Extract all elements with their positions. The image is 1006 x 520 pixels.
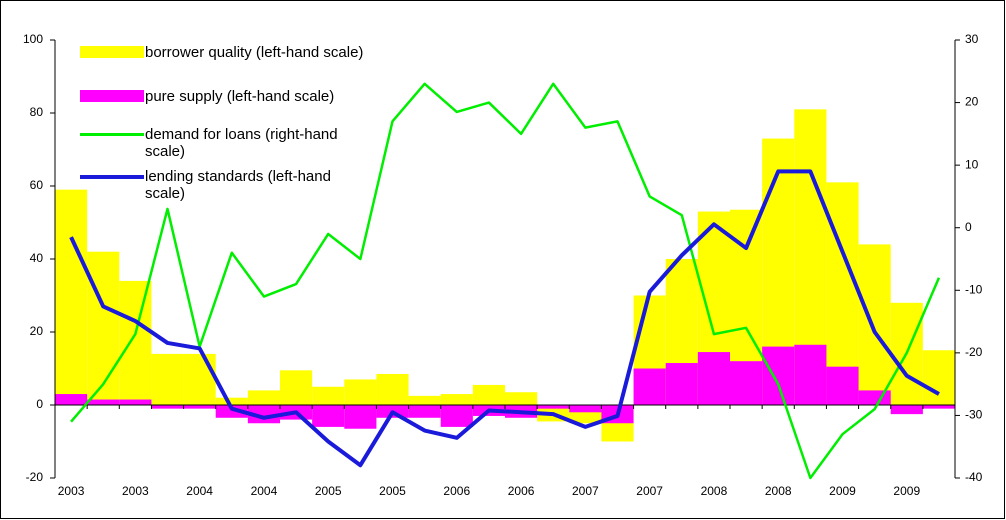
bar	[858, 390, 891, 405]
bar	[247, 390, 280, 405]
legend-label: pure supply (left-hand scale)	[145, 88, 335, 105]
bar	[344, 405, 377, 429]
bar	[922, 350, 955, 405]
y2-tick-label: -30	[965, 408, 983, 422]
line	[69, 169, 940, 468]
bar	[55, 394, 88, 405]
y2-tick-label: 20	[965, 95, 979, 109]
x-tick-label: 2008	[765, 484, 792, 498]
bar	[826, 366, 859, 405]
bar	[408, 405, 441, 418]
y-tick-label: -20	[26, 470, 44, 484]
y-tick-label: 60	[30, 178, 44, 192]
x-tick-label: 2004	[186, 484, 213, 498]
bar	[440, 394, 473, 405]
y-tick-label: 20	[30, 324, 44, 338]
y-tick-label: 100	[23, 32, 43, 46]
bar	[87, 399, 120, 405]
bar	[312, 405, 345, 427]
x-tick-label: 2003	[122, 484, 149, 498]
x-tick-label: 2006	[443, 484, 470, 498]
bar	[183, 405, 216, 409]
legend-swatch	[80, 133, 144, 136]
bar	[505, 392, 538, 405]
y2-tick-label: 30	[965, 32, 979, 46]
bar	[119, 280, 152, 405]
bar	[697, 352, 730, 405]
bar	[215, 405, 248, 418]
y-tick-label: 0	[36, 397, 43, 411]
legend-label: lending standards (left-hand scale)	[145, 168, 331, 202]
bar	[472, 384, 505, 405]
bar	[890, 405, 923, 415]
bar	[344, 379, 377, 405]
x-tick-label: 2007	[572, 484, 599, 498]
legend-swatch	[80, 90, 144, 102]
bar	[376, 373, 409, 405]
x-tick-label: 2003	[58, 484, 85, 498]
bar	[119, 399, 152, 405]
y-tick-label: 40	[30, 251, 44, 265]
y-tick-label: 80	[30, 105, 44, 119]
legend-swatch	[80, 175, 144, 179]
x-tick-label: 2008	[701, 484, 728, 498]
bar	[440, 405, 473, 427]
bar	[569, 405, 602, 413]
x-tick-label: 2009	[893, 484, 920, 498]
legend-swatch	[80, 46, 144, 58]
bar	[55, 189, 88, 405]
line	[70, 82, 941, 480]
legend-label: demand for loans (right-hand scale)	[145, 126, 338, 160]
bar	[922, 405, 955, 409]
y2-tick-label: 10	[965, 157, 979, 171]
bar	[151, 353, 184, 405]
bar	[537, 405, 570, 409]
y2-tick-label: -40	[965, 470, 983, 484]
legend-label: borrower quality (left-hand scale)	[145, 44, 364, 61]
y2-tick-label: -10	[965, 282, 983, 296]
bar	[87, 251, 120, 405]
y2-tick-label: -20	[965, 345, 983, 359]
bar	[151, 405, 184, 409]
x-tick-label: 2005	[379, 484, 406, 498]
x-tick-label: 2009	[829, 484, 856, 498]
bar	[247, 405, 280, 424]
bar	[858, 244, 891, 405]
bar	[183, 353, 216, 405]
bar	[215, 397, 248, 405]
bar	[762, 346, 795, 405]
x-tick-label: 2006	[508, 484, 535, 498]
bar	[794, 344, 827, 405]
bar	[312, 386, 345, 405]
bar	[633, 368, 666, 405]
bar	[665, 363, 698, 405]
x-tick-label: 2007	[636, 484, 663, 498]
bar	[730, 361, 763, 405]
bar	[280, 370, 313, 405]
y2-tick-label: 0	[965, 220, 972, 234]
bar	[408, 395, 441, 405]
x-tick-label: 2005	[315, 484, 342, 498]
x-tick-label: 2004	[251, 484, 278, 498]
